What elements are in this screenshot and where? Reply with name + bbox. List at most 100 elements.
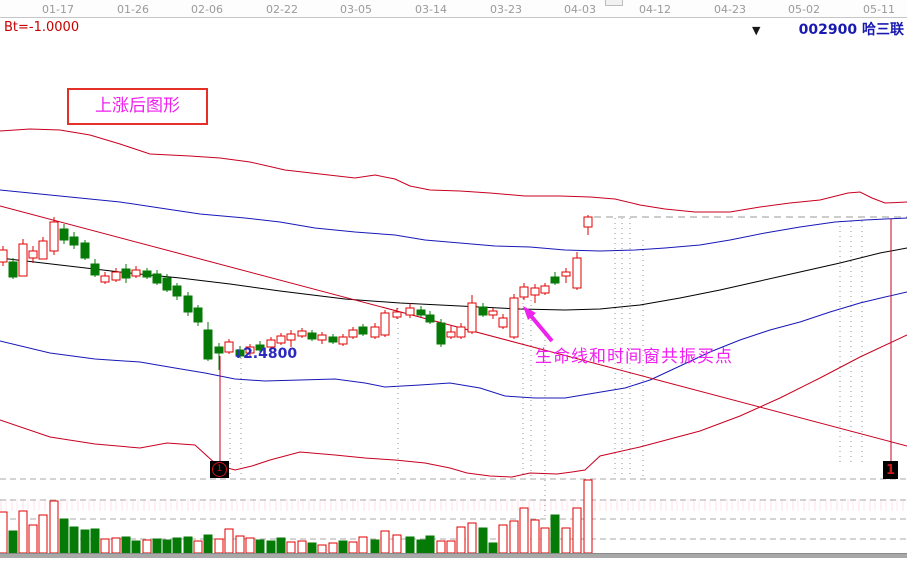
candle-body [49,221,59,252]
volume-bar [28,524,38,554]
candle-body [235,349,245,357]
candle-body [446,331,456,338]
volume-bar [80,529,90,554]
candle-body [572,257,582,289]
candle-body [90,263,100,276]
buy-point-arrow-head [523,306,536,320]
date-tick-label: 05-02 [788,3,820,16]
volume-bar [380,530,390,554]
buy-point-arrow [529,314,554,343]
candle-body [59,228,69,241]
candle-body [214,346,224,354]
volume-bar [266,540,276,554]
date-tick-label: 03-14 [415,3,447,16]
volume-bar [245,537,255,554]
volume-bar [405,536,415,554]
volume-bar [540,527,550,554]
indicator-value-label: Bt=-1.0000 [4,20,80,35]
volume-bar [49,500,59,554]
volume-bar [142,539,152,554]
date-tick-label: 02-06 [191,3,223,16]
stock-name: 哈三联 [862,22,904,38]
candle-body [266,339,276,348]
candle-body [38,240,48,260]
volume-bar [572,507,582,554]
candle-body [69,236,79,246]
candle-body [193,307,203,323]
bottom-scrollbar[interactable] [0,553,907,558]
volume-bar [235,535,245,554]
volume-bar [276,537,286,554]
candle-body [540,285,550,294]
candle-body [152,273,162,284]
volume-bar [100,538,110,554]
volume-bar [121,536,131,554]
sequence-marker-label: 1 [212,462,227,477]
lower-red-band [0,334,907,478]
price-annotation: ↓2.4800 [233,346,297,362]
candle-body [28,250,38,259]
candle-body [183,295,193,313]
volume-bar [162,539,172,554]
volume-bar [416,539,426,554]
descending-trend-line [0,205,907,447]
volume-bar [583,479,593,554]
date-tick-label: 03-05 [340,3,372,16]
price-arrow-icon: ↓ [233,347,244,361]
volume-bar [328,542,338,554]
candle-body [519,286,529,298]
volume-bar [561,527,571,554]
date-tick-label: 04-23 [714,3,746,16]
black-ma-line [0,247,907,311]
candle-body [358,326,368,335]
candle-body [121,268,131,279]
candle-body [338,336,348,345]
volume-bar [358,536,368,554]
volume-bar [59,518,69,554]
candle-body [498,317,508,328]
dropdown-arrow-icon[interactable]: ▼ [752,24,761,37]
buy-point-annotation: 生命线和时间窗共振买点 [535,347,733,367]
volume-bar [38,514,48,554]
candle-body [380,312,390,336]
volume-bar [392,534,402,554]
volume-bar [338,540,348,554]
candle-body [162,277,172,291]
sequence-marker: 1 [883,461,898,479]
candle-body [456,326,466,338]
top-scroll-notch[interactable] [605,0,623,6]
candle-body [8,261,18,278]
candle-body [245,346,255,354]
candle-body [561,271,571,277]
volume-bar [446,540,456,554]
candle-body [436,322,446,345]
upper-red-band [0,128,907,213]
price-value: 2.4800 [243,346,298,362]
candle-body [18,243,28,277]
volume-bar [224,528,234,554]
candle-body [224,341,234,353]
volume-bar [297,540,307,554]
date-tick-label: 05-11 [863,3,895,16]
volume-bar [193,540,203,554]
volume-bar [8,530,18,554]
date-tick-label: 01-17 [42,3,74,16]
candle-body [203,329,213,360]
volume-bar [111,537,121,554]
candle-body [392,311,402,318]
stock-title: 002900 哈三联 [799,19,904,39]
lower-blue-band [0,291,907,399]
volume-bar [69,526,79,554]
candle-body [276,335,286,344]
candle-body [370,326,380,338]
volume-bar [214,538,224,554]
date-tick-label: 03-23 [490,3,522,16]
date-tick-label: 01-26 [117,3,149,16]
candle-body [0,249,8,263]
sequence-marker-label: 1 [885,462,896,478]
volume-bar [498,524,508,554]
candle-body [172,285,182,297]
date-tick-label: 02-22 [266,3,298,16]
